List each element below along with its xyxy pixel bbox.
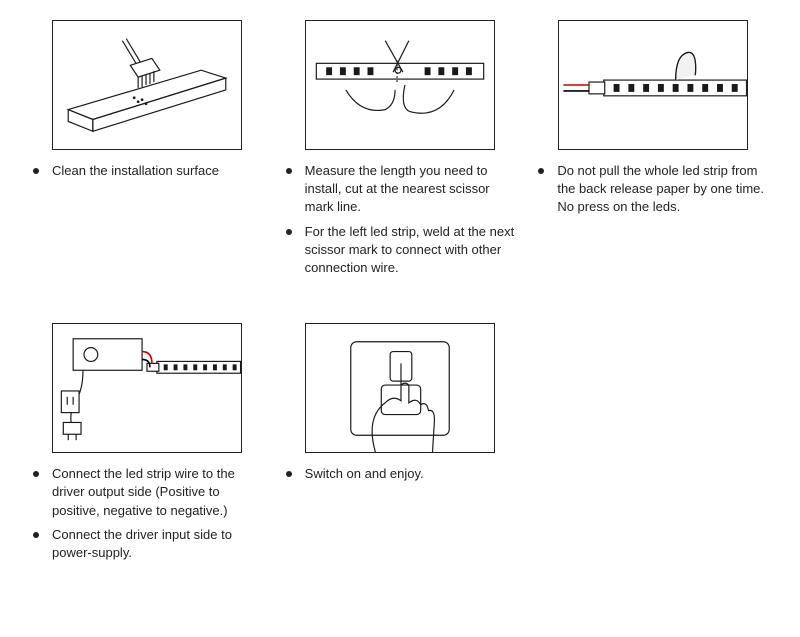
step-4-bullets: Connect the led strip wire to the driver… — [30, 465, 265, 568]
step-3-bullets: Do not pull the whole led strip from the… — [535, 162, 770, 223]
step-3-bullet-1: Do not pull the whole led strip from the… — [535, 162, 770, 217]
step-2-bullets: Measure the length you need to install, … — [283, 162, 518, 283]
step-2-bullet-2: For the left led strip, weld at the next… — [283, 223, 518, 278]
switch-on-illustration — [305, 323, 495, 453]
step-5-bullet-1: Switch on and enjoy. — [283, 465, 518, 483]
step-1-bullet-1: Clean the installation surface — [30, 162, 265, 180]
step-4-bullet-2: Connect the driver input side to power-s… — [30, 526, 265, 562]
empty-cell — [535, 323, 770, 568]
step-4-bullet-1: Connect the led strip wire to the driver… — [30, 465, 265, 520]
step-1-bullets: Clean the installation surface — [30, 162, 265, 186]
step-1: Clean the installation surface — [30, 20, 265, 283]
step-2: Measure the length you need to install, … — [283, 20, 518, 283]
connect-driver-illustration — [52, 323, 242, 453]
cut-strip-illustration — [305, 20, 495, 150]
step-3: Do not pull the whole led strip from the… — [535, 20, 770, 283]
step-4: Connect the led strip wire to the driver… — [30, 323, 265, 568]
step-2-bullet-1: Measure the length you need to install, … — [283, 162, 518, 217]
peel-backing-illustration — [558, 20, 748, 150]
step-5: Switch on and enjoy. — [283, 323, 518, 568]
step-5-bullets: Switch on and enjoy. — [283, 465, 518, 489]
clean-surface-illustration — [52, 20, 242, 150]
